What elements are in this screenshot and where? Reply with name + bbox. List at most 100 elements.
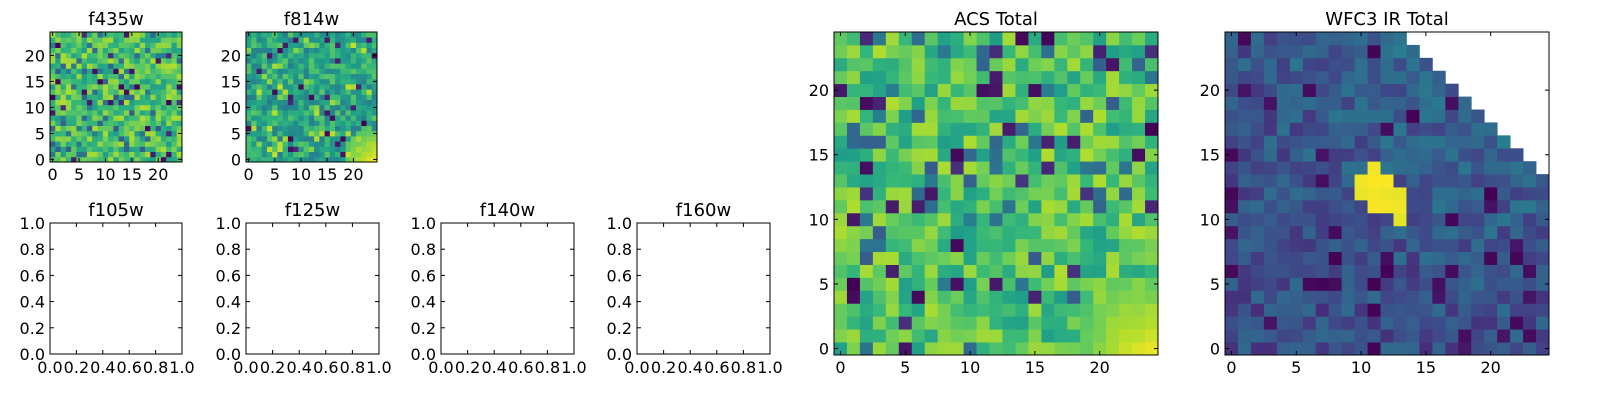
heatmap-cell	[989, 148, 1003, 162]
x-tick-label: 0.2	[260, 358, 285, 377]
heatmap-cell	[885, 212, 900, 227]
heatmap-cell	[1002, 329, 1016, 343]
heatmap-cell	[350, 94, 357, 100]
heatmap-cell	[71, 42, 77, 48]
x-tick-label: 0.0	[624, 358, 649, 377]
heatmap-cell	[1315, 264, 1330, 278]
heatmap-cell	[1341, 238, 1355, 253]
heatmap-cell	[1289, 148, 1304, 162]
heatmap-cell	[1354, 44, 1368, 59]
heatmap-cell	[1080, 303, 1094, 317]
heatmap-cell	[1276, 212, 1291, 227]
heatmap-cell	[282, 99, 289, 106]
heatmap-cell	[1393, 122, 1407, 136]
heatmap-cell	[329, 42, 336, 48]
heatmap-cell	[71, 37, 77, 43]
heatmap-cell	[113, 52, 120, 59]
heatmap-cell	[298, 130, 305, 137]
heatmap-cell	[1250, 83, 1265, 97]
heatmap-cell	[356, 146, 362, 152]
heatmap-cell	[1237, 57, 1252, 72]
heatmap-cell	[123, 58, 130, 64]
heatmap-cell	[1067, 290, 1081, 304]
heatmap-cell	[81, 32, 88, 38]
heatmap-cell	[1132, 212, 1146, 227]
heatmap-cell	[1380, 290, 1394, 304]
heatmap-cell	[1041, 70, 1055, 85]
heatmap-cell	[1106, 83, 1120, 97]
heatmap-cell	[963, 187, 977, 201]
heatmap-cell	[303, 146, 310, 152]
heatmap-cell	[1106, 212, 1120, 227]
heatmap-cell	[86, 42, 93, 48]
heatmap-cell	[319, 156, 325, 163]
heatmap-cell	[1497, 238, 1511, 253]
heatmap-cell	[171, 47, 178, 54]
heatmap-cell	[1015, 251, 1029, 265]
heatmap-cell	[1002, 148, 1016, 162]
heatmap-cell	[1510, 329, 1524, 343]
heatmap-cell	[846, 187, 861, 201]
y-tick-label: 0	[819, 340, 829, 359]
heatmap-cell	[1002, 342, 1016, 356]
heatmap-cell	[872, 44, 887, 59]
heatmap-cell	[118, 73, 125, 80]
heatmap-cell	[287, 37, 294, 43]
heatmap-cell	[950, 57, 964, 72]
heatmap-cell	[1328, 277, 1343, 291]
heatmap-cell	[356, 32, 362, 38]
heatmap-cell	[160, 32, 167, 38]
heatmap-cell	[308, 52, 315, 59]
heatmap-cell	[846, 251, 861, 265]
heatmap-cell	[1328, 238, 1343, 253]
heatmap-cell	[846, 303, 861, 317]
heatmap-cell	[256, 125, 263, 132]
heatmap-cell	[166, 84, 172, 90]
heatmap-cell	[846, 122, 861, 136]
x-tick-label: 1.0	[561, 358, 586, 377]
heatmap-cell	[113, 68, 120, 74]
heatmap-cell	[1523, 187, 1537, 201]
heatmap-cell	[834, 32, 848, 46]
heatmap-cell	[1380, 199, 1394, 214]
heatmap-cell	[834, 329, 848, 343]
heatmap-cell	[1276, 187, 1291, 201]
heatmap-cell	[859, 187, 874, 201]
heatmap-cell	[859, 225, 874, 240]
heatmap-cell	[50, 110, 56, 116]
x-tick-label: 0.8	[143, 358, 168, 377]
heatmap-cell	[129, 68, 135, 74]
heatmap-cell	[113, 32, 120, 38]
heatmap-cell	[139, 156, 146, 163]
heatmap-cell	[1015, 238, 1029, 253]
heatmap-cell	[298, 151, 305, 158]
heatmap-cell	[350, 58, 357, 64]
heatmap-cell	[145, 115, 151, 121]
heatmap-cell	[989, 187, 1003, 201]
heatmap-cell	[1237, 96, 1252, 110]
heatmap-cell	[319, 146, 325, 152]
heatmap-cell	[356, 136, 362, 142]
heatmap-cell	[1054, 264, 1068, 278]
heatmap-cell	[371, 99, 378, 106]
heatmap-cell	[97, 99, 104, 106]
heatmap-cell	[345, 151, 352, 158]
heatmap-cell	[123, 68, 130, 74]
heatmap-cell	[1106, 225, 1120, 240]
heatmap-cell	[324, 125, 331, 132]
heatmap-cell	[256, 99, 263, 106]
heatmap-cell	[1237, 187, 1252, 201]
heatmap-cell	[251, 130, 257, 137]
heatmap-cell	[308, 37, 315, 43]
heatmap-cell	[166, 99, 172, 106]
heatmap-cell	[1225, 83, 1239, 97]
heatmap-cell	[1380, 251, 1394, 265]
heatmap-cell	[319, 47, 325, 54]
heatmap-cell	[1458, 290, 1472, 304]
heatmap-cell	[1093, 83, 1107, 97]
heatmap-cell	[911, 225, 926, 240]
heatmap-cell	[329, 84, 336, 90]
heatmap-cell	[1237, 329, 1252, 343]
heatmap-cell	[1380, 212, 1394, 227]
heatmap-cell	[139, 125, 146, 132]
